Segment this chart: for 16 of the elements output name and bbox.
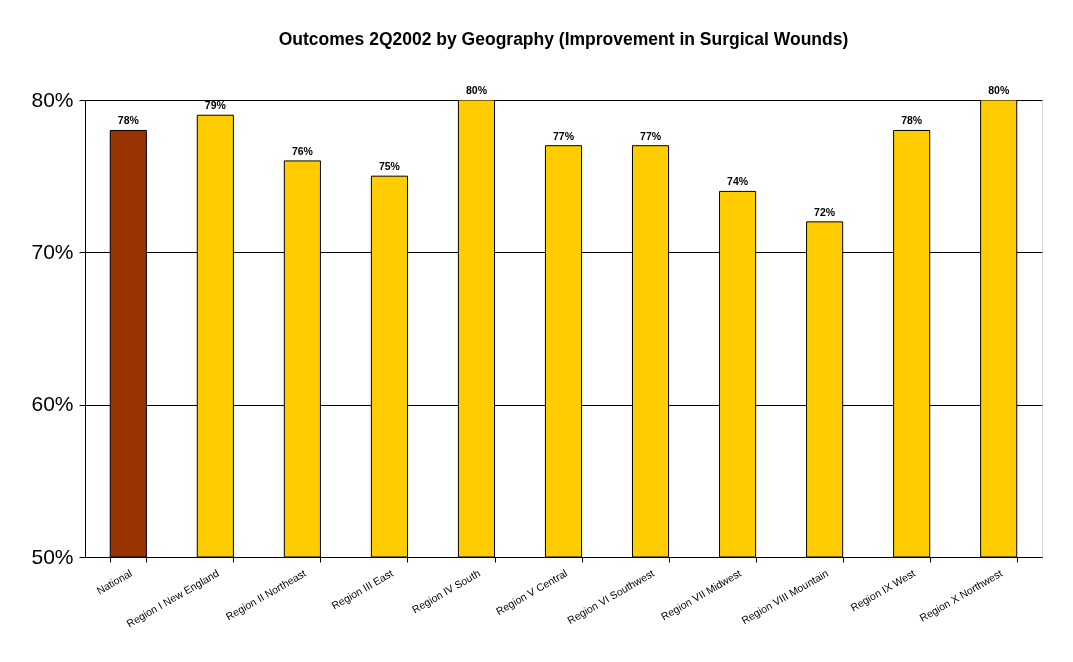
data-label: 72% <box>814 205 836 218</box>
data-label: 78% <box>117 114 140 127</box>
y-tick-label: 70% <box>31 239 74 263</box>
chart-title: Outcomes 2Q2002 by Geography (Improvement in Surgical Wounds) <box>278 28 849 49</box>
data-label: 79% <box>204 99 227 112</box>
data-label: 80% <box>988 84 1010 96</box>
data-label: 76% <box>291 144 314 157</box>
y-tick-label: 50% <box>31 544 74 568</box>
data-label: 80% <box>465 84 488 96</box>
y-tick-label: 80% <box>31 87 74 111</box>
data-label: 77% <box>640 129 662 142</box>
y-tick-label: 60% <box>31 392 74 416</box>
data-label: 77% <box>552 129 575 142</box>
data-label: 75% <box>378 160 401 173</box>
data-label: 74% <box>727 175 749 188</box>
data-label: 78% <box>901 114 923 127</box>
